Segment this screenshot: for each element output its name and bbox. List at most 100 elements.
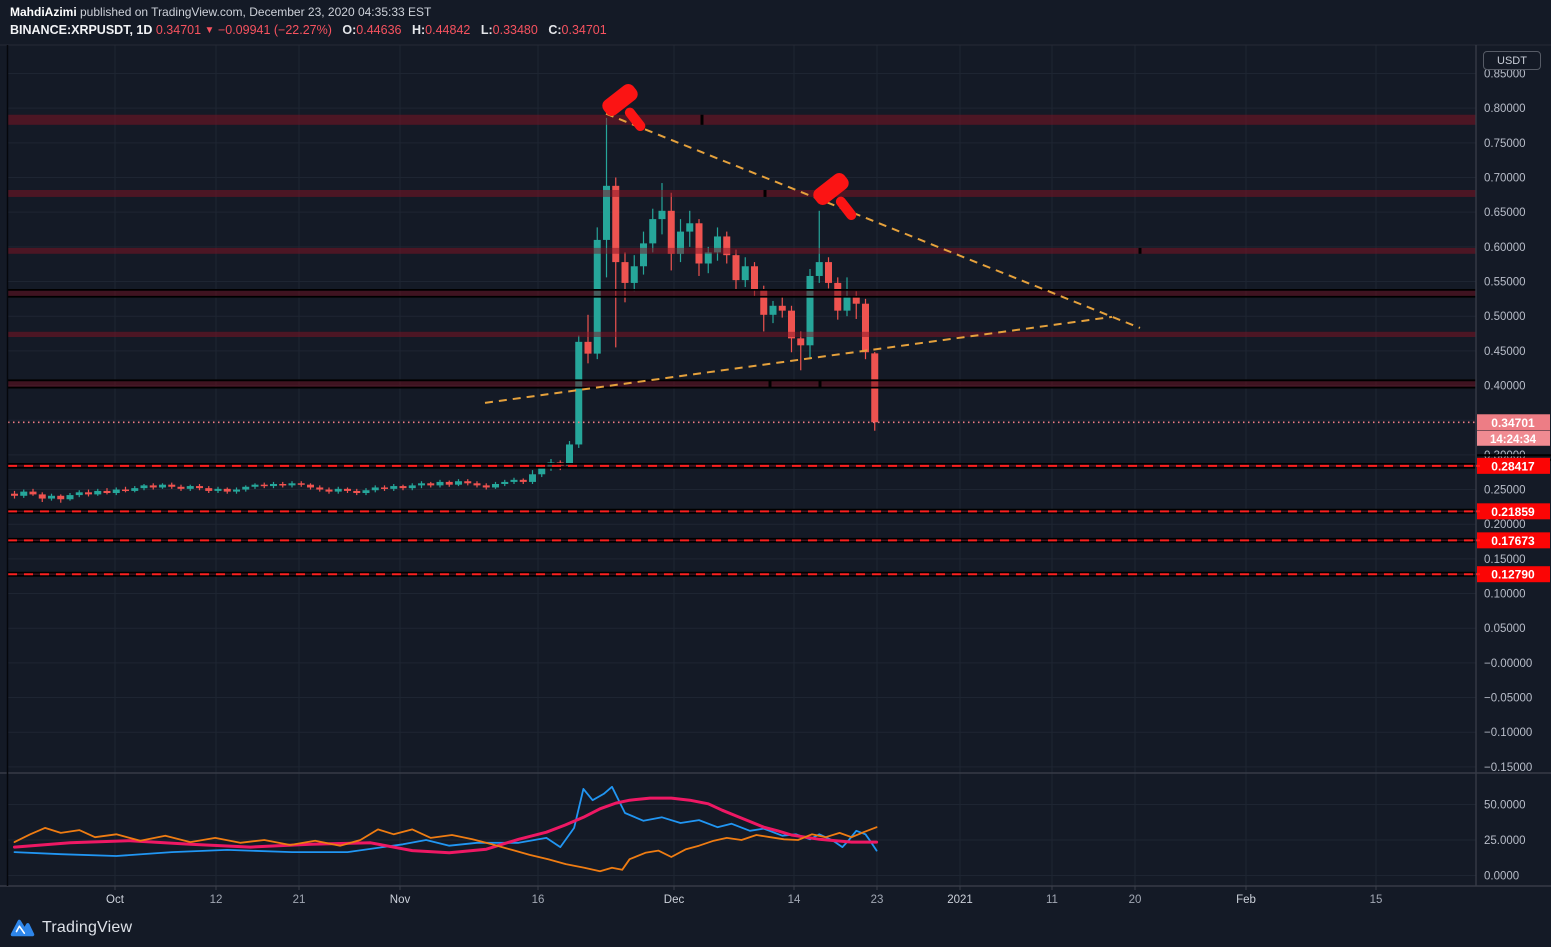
study-tick-label: 50.0000 <box>1484 800 1526 812</box>
candle <box>815 262 823 276</box>
time-tick-label: 16 <box>532 894 545 906</box>
sr-zone[interactable] <box>8 538 1476 542</box>
candle <box>519 479 527 482</box>
candle <box>510 479 518 482</box>
alert-price-label[interactable]: 0.17673 <box>1476 532 1550 549</box>
candle <box>418 483 425 486</box>
sr-zone[interactable] <box>8 509 1476 513</box>
close-label: C: <box>548 23 562 37</box>
open-value: 0.44636 <box>356 23 402 37</box>
candle <box>723 236 731 256</box>
candle <box>714 236 721 253</box>
time-tick-label: 14 <box>788 894 801 906</box>
candle <box>251 484 259 487</box>
currency-toggle-button[interactable]: USDT <box>1483 51 1541 70</box>
price-tick-label: 0.10000 <box>1484 589 1526 601</box>
symbol-line: BINANCE:XRPUSDT, 1D 0.34701 ▼ −0.09941 (… <box>10 22 607 40</box>
price-tick-label: −0.00000 <box>1484 658 1532 670</box>
sr-zone[interactable] <box>8 189 1476 197</box>
study-line-pink <box>13 796 879 855</box>
publish-line: MahdiAzimi published on TradingView.com,… <box>10 5 607 20</box>
gavel-icon[interactable] <box>599 81 658 141</box>
candle <box>575 341 583 445</box>
candle <box>233 489 240 492</box>
close-value: 0.34701 <box>561 23 607 37</box>
sr-zone[interactable] <box>8 463 1476 468</box>
tradingview-logo[interactable]: TradingView <box>10 915 132 940</box>
trendline[interactable] <box>484 315 1113 404</box>
sr-zone[interactable] <box>8 247 1476 254</box>
sr-zone[interactable] <box>8 114 1476 125</box>
zone-anchor-tick <box>818 380 822 388</box>
candle <box>297 483 305 485</box>
candle <box>316 487 324 490</box>
price-tick-label: 0.20000 <box>1484 519 1526 531</box>
zone-anchor-tick <box>763 189 767 197</box>
price-zones-layer <box>8 114 1476 577</box>
candle <box>455 481 462 485</box>
candle <box>260 484 268 487</box>
price-tick-label: 0.85000 <box>1484 69 1526 81</box>
candle <box>436 481 444 486</box>
high-label: H: <box>411 23 426 37</box>
trendline[interactable] <box>605 112 1141 329</box>
candle <box>307 484 314 488</box>
chart-header: MahdiAzimi published on TradingView.com,… <box>10 5 607 40</box>
candle <box>205 488 213 491</box>
candle <box>371 487 379 491</box>
svg-text:0.34701: 0.34701 <box>1491 416 1535 430</box>
time-tick-label: Nov <box>390 894 411 906</box>
time-axis[interactable]: Oct 12 21 Nov 16 Dec 14 23 2021 11 20 Feb 15 <box>106 886 1382 906</box>
symbol-label[interactable]: BINANCE:XRPUSDT, 1D <box>10 23 153 37</box>
study-tick-label: 0.0000 <box>1484 871 1519 883</box>
candle <box>112 489 120 494</box>
svg-text:0.17673: 0.17673 <box>1491 534 1535 548</box>
sr-zone[interactable] <box>8 331 1476 337</box>
candle <box>686 223 694 232</box>
candle <box>177 486 185 489</box>
open-label: O: <box>342 23 357 37</box>
last-price-axis-label: 0.34701 <box>1477 414 1550 431</box>
price-tick-label: 0.45000 <box>1484 346 1526 358</box>
price-tick-label: −0.10000 <box>1484 727 1532 739</box>
direction-arrow-icon: ▼ <box>204 25 215 36</box>
candle <box>334 488 342 492</box>
candle <box>862 303 869 353</box>
candle <box>362 490 370 494</box>
price-tick-label: 0.80000 <box>1484 103 1526 115</box>
candle <box>852 296 860 304</box>
candle <box>168 484 176 487</box>
candle <box>196 486 203 489</box>
alert-price-label[interactable]: 0.21859 <box>1476 503 1550 520</box>
candle <box>621 262 629 283</box>
candle <box>788 310 795 339</box>
alert-price-label[interactable]: 0.28417 <box>1476 457 1550 474</box>
candle <box>270 483 277 487</box>
svg-text:0.21859: 0.21859 <box>1491 505 1535 519</box>
high-value: 0.44842 <box>425 23 471 37</box>
gavel-drawings-layer <box>599 81 869 230</box>
candle <box>612 185 620 263</box>
low-value: 0.33480 <box>492 23 538 37</box>
price-tick-label: 0.70000 <box>1484 173 1526 185</box>
price-axis[interactable]: 0.85000 0.80000 0.75000 0.70000 0.65000 0.600… <box>1476 69 1551 883</box>
candle <box>797 338 805 346</box>
price-change: −0.09941 (−22.27%) <box>217 23 332 37</box>
price-tick-label: −0.05000 <box>1484 693 1532 705</box>
price-tick-label: −0.15000 <box>1484 762 1532 774</box>
sr-zone[interactable] <box>8 289 1476 297</box>
candle <box>94 490 102 495</box>
gavel-icon[interactable] <box>810 170 869 230</box>
sr-zone[interactable] <box>8 380 1476 388</box>
sr-zone[interactable] <box>8 572 1476 576</box>
price-tick-label: 0.40000 <box>1484 381 1526 393</box>
trendlines-layer <box>484 112 1141 404</box>
candle <box>48 495 55 499</box>
alert-price-label[interactable]: 0.12790 <box>1476 566 1550 583</box>
candle <box>103 490 111 494</box>
price-tick-label: 0.75000 <box>1484 138 1526 150</box>
candle <box>214 488 222 491</box>
candle <box>122 489 129 492</box>
